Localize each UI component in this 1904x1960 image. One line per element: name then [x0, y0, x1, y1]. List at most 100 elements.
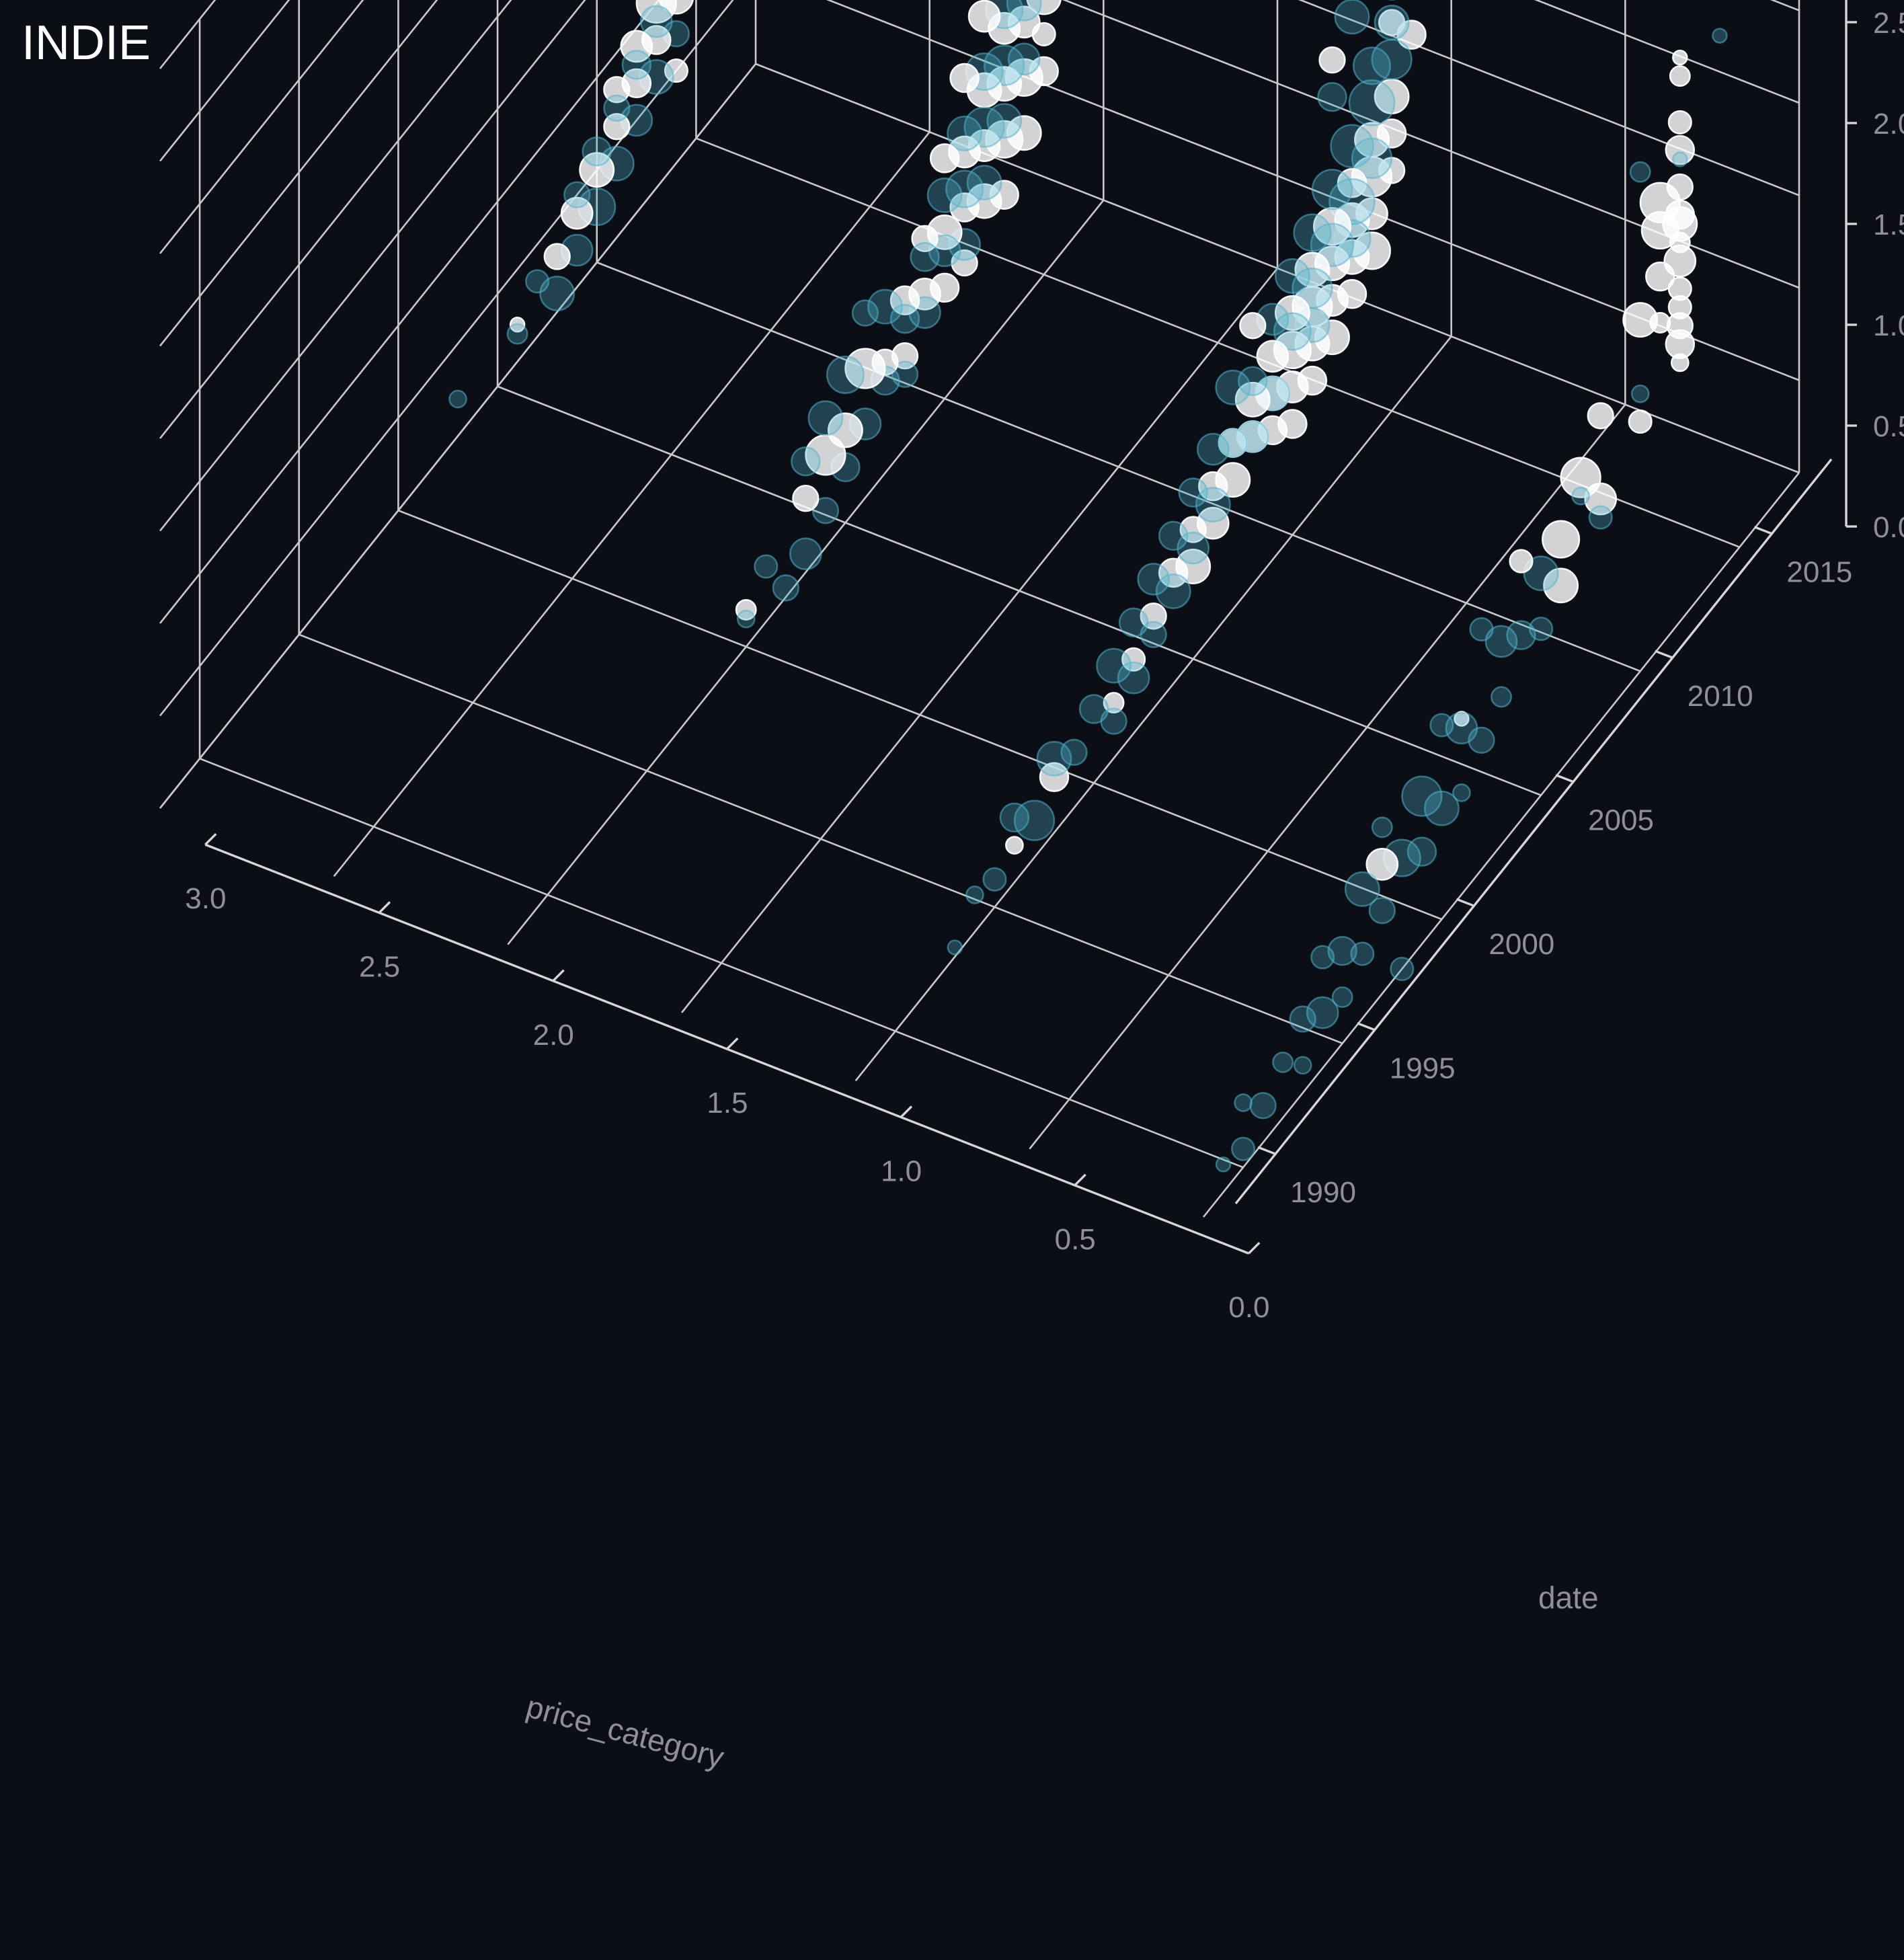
- data-point-white: [543, 243, 571, 270]
- gridline-z-back: [1298, 0, 1800, 196]
- data-point-white: [929, 143, 960, 173]
- data-point-white: [1198, 471, 1228, 502]
- data-point-white: [1365, 848, 1399, 881]
- data-point-white: [949, 63, 980, 93]
- x-tick-label: 2.0: [533, 1019, 574, 1052]
- gridline-z-side: [159, 0, 364, 254]
- y-tick-label: 2010: [1688, 680, 1753, 713]
- data-point-teal: [1293, 1056, 1312, 1075]
- data-point-teal: [889, 303, 920, 334]
- y-tick-mark: [1357, 1022, 1376, 1031]
- data-point-white: [603, 113, 631, 141]
- data-point-teal: [1013, 799, 1056, 841]
- data-point-teal: [1368, 897, 1396, 925]
- data-point-teal: [826, 355, 865, 394]
- chart-title: INDIE: [22, 16, 151, 70]
- gridline-y-floor: [299, 633, 1343, 1044]
- data-point-teal: [1401, 775, 1443, 817]
- z-tick-label: 0.5: [1873, 410, 1904, 443]
- data-point-teal: [867, 288, 903, 325]
- data-point-teal: [1238, 366, 1268, 397]
- data-point-white: [1158, 557, 1189, 588]
- x-tick-mark: [1248, 1241, 1261, 1255]
- data-point-teal: [807, 400, 844, 436]
- data-point-teal: [1327, 935, 1357, 966]
- grid-layer: [159, 0, 1800, 1218]
- gridline-z-back: [1534, 0, 1800, 104]
- data-point-white: [1628, 409, 1653, 434]
- data-point-teal: [789, 537, 822, 571]
- data-point-white: [579, 152, 615, 188]
- data-point-teal: [525, 269, 550, 294]
- data-point-teal: [1289, 1005, 1316, 1033]
- data-point-teal: [1118, 607, 1149, 637]
- data-point-teal: [1155, 573, 1191, 609]
- data-point-white: [603, 76, 631, 104]
- data-point-teal: [791, 446, 821, 477]
- gridline-y-floor: [497, 385, 1542, 796]
- data-point-teal: [1036, 740, 1072, 777]
- data-point-teal: [603, 94, 631, 122]
- data-point-teal: [1096, 648, 1132, 684]
- y-axis-label: date: [1538, 1580, 1599, 1615]
- y-tick-label: 2000: [1489, 928, 1554, 961]
- data-point-teal: [1215, 369, 1251, 405]
- data-point-white: [1005, 836, 1024, 855]
- data-point-white: [1587, 402, 1614, 430]
- data-point-teal: [736, 609, 756, 629]
- y-tick-label: 1995: [1390, 1052, 1456, 1085]
- data-point-teal: [1231, 1136, 1256, 1161]
- data-point-teal: [621, 50, 652, 80]
- data-point-teal: [945, 169, 984, 208]
- data-point-white: [1318, 46, 1346, 74]
- data-point-white: [1560, 457, 1601, 498]
- data-point-white: [1665, 329, 1696, 360]
- data-point-white: [1667, 295, 1692, 319]
- x-tick-label: 3.0: [185, 882, 226, 915]
- data-point-teal: [1629, 161, 1651, 183]
- x-tick-mark: [900, 1105, 913, 1118]
- y-axis-line: [1234, 458, 1833, 1205]
- data-point-teal: [1445, 711, 1478, 745]
- z-tick-label: 0.0: [1873, 511, 1904, 544]
- data-point-teal: [1506, 620, 1536, 650]
- gridline-x-floor: [1202, 472, 1800, 1218]
- x-tick-label: 2.5: [359, 950, 400, 983]
- data-point-teal: [1196, 432, 1230, 466]
- data-point-teal: [1137, 562, 1171, 596]
- x-tick-mark: [726, 1037, 739, 1050]
- data-point-teal: [1317, 81, 1347, 112]
- data-point-teal: [1374, 5, 1410, 40]
- data-point-teal: [563, 181, 591, 208]
- gridline-y-floor: [596, 261, 1641, 672]
- points-layer: [448, 0, 1728, 1173]
- data-point-teal: [999, 802, 1030, 833]
- y-tick-label: 2005: [1588, 804, 1654, 837]
- data-point-white: [1667, 110, 1692, 134]
- data-point-white: [1509, 549, 1534, 574]
- data-point-white: [967, 0, 1001, 33]
- x-tick-mark: [378, 901, 391, 914]
- data-point-teal: [1491, 686, 1512, 708]
- data-point-white: [1639, 182, 1681, 223]
- data-point-teal: [1007, 42, 1041, 76]
- data-point-teal: [1712, 28, 1728, 44]
- data-point-teal: [1195, 487, 1231, 523]
- y-tick-mark: [1456, 898, 1475, 907]
- data-point-teal: [1571, 486, 1590, 506]
- gridline-z-side: [159, 0, 586, 532]
- y-tick-label: 1990: [1290, 1176, 1356, 1209]
- data-point-white: [1543, 567, 1579, 604]
- data-point-teal: [926, 177, 963, 213]
- gridline-x-floor: [333, 131, 930, 877]
- data-point-teal: [1273, 312, 1312, 351]
- data-point-teal: [448, 389, 467, 409]
- gridline-z-side: [159, 0, 290, 162]
- tick-labels-layer: 0.0 0.5 1.0 1.5 2.0 2.5 3.0 1990 1995 2000 2005 201…: [185, 7, 1904, 1324]
- data-point-teal: [947, 116, 983, 151]
- data-point-white: [1645, 262, 1675, 292]
- data-point-teal: [1344, 871, 1380, 907]
- y-tick-mark: [1555, 774, 1574, 783]
